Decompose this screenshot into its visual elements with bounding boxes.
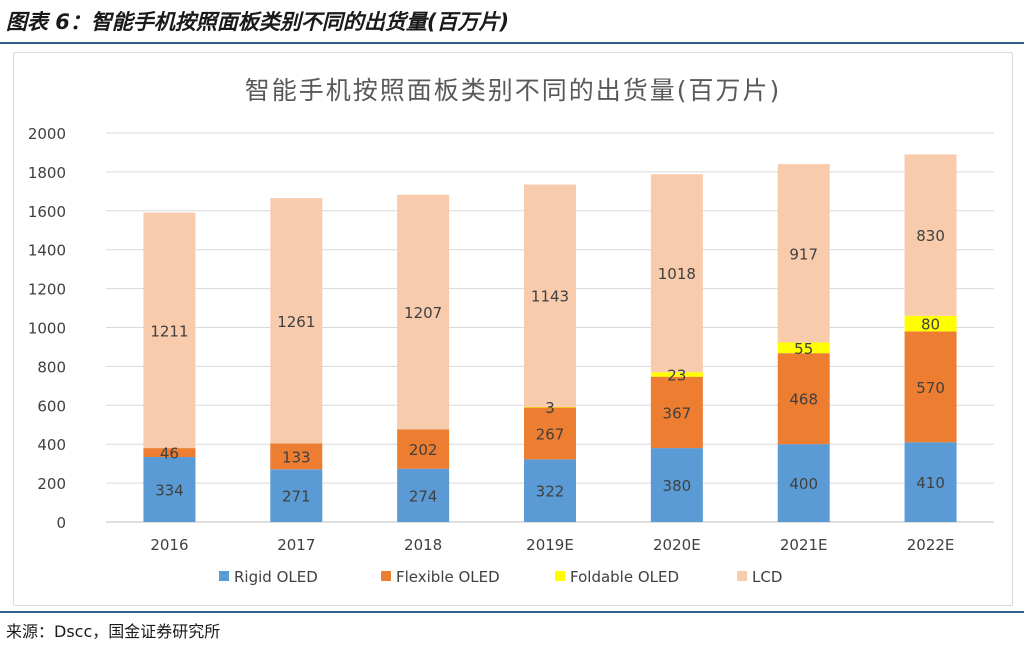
source-note: 来源：Dscc，国金证券研究所 bbox=[6, 622, 221, 641]
data-label: 367 bbox=[663, 404, 692, 422]
bar-stack bbox=[270, 198, 323, 522]
x-tick-label: 2019E bbox=[526, 536, 574, 554]
data-label: 917 bbox=[789, 245, 818, 263]
footer-divider bbox=[0, 611, 1024, 613]
y-tick-label: 200 bbox=[37, 475, 66, 493]
legend-item: Foldable OLED bbox=[555, 568, 679, 586]
bar-stack bbox=[397, 194, 450, 522]
chart-frame: 智能手机按照面板类别不同的出货量(百万片) 0 200 400 600 800 1000 1… bbox=[13, 52, 1013, 606]
y-tick-label: 1400 bbox=[28, 242, 66, 260]
stacked-bar-chart: 智能手机按照面板类别不同的出货量(百万片) 0 200 400 600 800 1000 1… bbox=[28, 76, 994, 586]
x-tick-label: 2020E bbox=[653, 536, 701, 554]
x-tick-label: 2021E bbox=[780, 536, 828, 554]
bar-segment bbox=[143, 212, 196, 449]
data-label: 468 bbox=[789, 391, 818, 409]
data-label: 1261 bbox=[277, 313, 315, 331]
bar-segment bbox=[650, 376, 703, 449]
y-tick-label: 1800 bbox=[28, 164, 66, 182]
bars bbox=[143, 154, 957, 522]
legend-label: Foldable OLED bbox=[570, 568, 679, 586]
bar-segment bbox=[397, 194, 450, 430]
legend-label: LCD bbox=[752, 568, 782, 586]
data-label: 322 bbox=[536, 483, 565, 501]
bar-segment bbox=[524, 459, 576, 522]
bar-segment bbox=[524, 407, 576, 460]
y-tick-label: 1600 bbox=[28, 203, 66, 221]
bar-segment bbox=[904, 331, 957, 443]
bar-segment bbox=[777, 444, 830, 522]
bar-segment bbox=[777, 353, 830, 445]
y-tick-label: 800 bbox=[37, 358, 66, 376]
data-label: 380 bbox=[663, 477, 692, 495]
bar-segment bbox=[904, 315, 957, 332]
y-tick-label: 400 bbox=[37, 436, 66, 454]
bar-segment bbox=[777, 342, 830, 354]
legend-item: Rigid OLED bbox=[219, 568, 318, 586]
x-axis: 2016 2017 2018 2019E 2020E 2021E 2022E bbox=[150, 536, 954, 554]
data-label: 1207 bbox=[404, 304, 442, 322]
legend-swatch bbox=[555, 571, 565, 581]
x-tick-label: 2016 bbox=[150, 536, 188, 554]
data-label: 570 bbox=[916, 379, 945, 397]
bar-segment bbox=[143, 457, 196, 522]
y-tick-label: 1000 bbox=[28, 320, 66, 338]
x-tick-label: 2018 bbox=[404, 536, 442, 554]
data-label: 23 bbox=[667, 366, 686, 384]
bar-segment bbox=[524, 406, 576, 408]
data-label: 1018 bbox=[658, 265, 696, 283]
data-label: 271 bbox=[282, 488, 311, 506]
bar-stack bbox=[524, 184, 576, 522]
data-label: 830 bbox=[916, 227, 945, 245]
legend-label: Rigid OLED bbox=[234, 568, 318, 586]
data-label: 55 bbox=[794, 340, 813, 358]
y-tick-label: 2000 bbox=[28, 125, 66, 143]
x-tick-label: 2022E bbox=[907, 536, 955, 554]
bar-stack bbox=[777, 164, 830, 522]
legend-item: LCD bbox=[737, 568, 782, 586]
bar-segment bbox=[270, 443, 323, 470]
bar-segment bbox=[524, 184, 576, 407]
bar-segment bbox=[270, 469, 323, 522]
y-axis: 0 200 400 600 800 1000 1200 1400 1600 1800 2000 bbox=[28, 125, 66, 532]
data-label: 133 bbox=[282, 448, 311, 466]
data-labels: 334 46 1211 271 133 1261 274 202 1207 322 267 3 1143… bbox=[150, 227, 945, 506]
data-label: 1143 bbox=[531, 288, 569, 306]
chart-title: 智能手机按照面板类别不同的出货量(百万片) bbox=[245, 76, 782, 105]
bar-segment bbox=[397, 429, 450, 469]
y-tick-label: 600 bbox=[37, 397, 66, 415]
bar-segment bbox=[397, 468, 450, 522]
data-label: 274 bbox=[409, 487, 438, 505]
bar-segment bbox=[777, 164, 830, 343]
legend-swatch bbox=[219, 571, 229, 581]
bar-stack bbox=[904, 154, 957, 522]
data-label: 46 bbox=[160, 445, 179, 463]
data-label: 202 bbox=[409, 441, 438, 459]
data-label: 334 bbox=[155, 482, 184, 500]
bar-segment bbox=[270, 198, 323, 444]
data-label: 410 bbox=[916, 474, 945, 492]
y-tick-label: 0 bbox=[56, 514, 66, 532]
bar-segment bbox=[904, 442, 957, 522]
header-divider bbox=[0, 42, 1024, 44]
figure-title: 图表 6：智能手机按照面板类别不同的出货量(百万片) bbox=[6, 10, 510, 34]
bar-segment bbox=[904, 154, 957, 316]
y-tick-label: 1200 bbox=[28, 281, 66, 299]
data-label: 1211 bbox=[150, 322, 188, 340]
data-label: 3 bbox=[545, 399, 555, 417]
legend-swatch bbox=[381, 571, 391, 581]
bar-stack bbox=[143, 212, 196, 522]
bar-segment bbox=[650, 372, 703, 377]
data-label: 267 bbox=[536, 425, 565, 443]
data-label: 80 bbox=[921, 316, 940, 334]
legend-item: Flexible OLED bbox=[381, 568, 500, 586]
bar-segment bbox=[650, 174, 703, 373]
legend: Rigid OLED Flexible OLED Foldable OLED LCD bbox=[219, 568, 782, 586]
bar-stack bbox=[650, 174, 703, 522]
data-label: 400 bbox=[789, 475, 818, 493]
x-tick-label: 2017 bbox=[277, 536, 315, 554]
legend-swatch bbox=[737, 571, 747, 581]
legend-label: Flexible OLED bbox=[396, 568, 500, 586]
bar-segment bbox=[143, 448, 196, 458]
bar-segment bbox=[650, 448, 703, 522]
